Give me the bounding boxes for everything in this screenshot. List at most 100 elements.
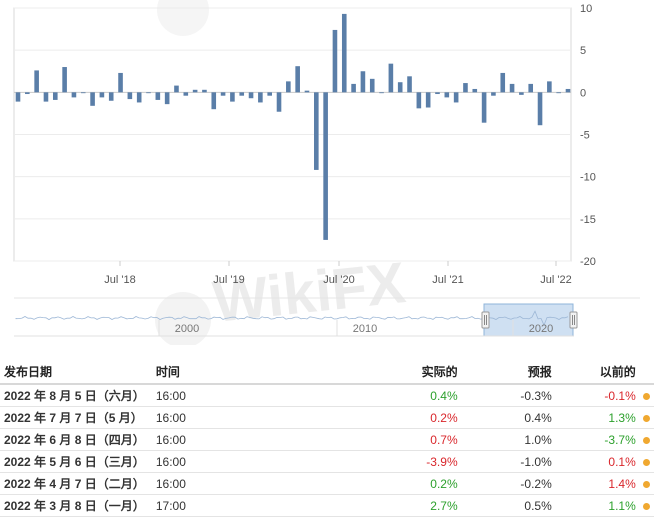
bar — [351, 83, 356, 93]
row-forecast: 0.4% — [461, 406, 556, 429]
row-importance — [639, 450, 654, 473]
bar — [407, 76, 412, 93]
table-row[interactable]: 2022 年 4 月 7 日（二月） 16:00 0.2% -0.2% 1.4% — [0, 472, 654, 495]
y-tick-label: 10 — [580, 3, 592, 15]
row-time: 16:00 — [151, 406, 282, 429]
importance-dot-icon — [643, 502, 651, 510]
navigator-handle-right[interactable] — [569, 311, 578, 329]
y-tick-label: -10 — [580, 172, 596, 184]
bar — [323, 92, 328, 240]
bar — [286, 81, 291, 93]
watermark-text: WikiFX — [210, 250, 409, 335]
navigator-label: 2020 — [529, 323, 553, 335]
header-actual: 实际的 — [281, 360, 462, 385]
watermark-logo-icon — [157, 0, 209, 36]
bar — [146, 92, 151, 94]
chart-area: WikiFX 10 5 0 -5 -10 -15 -20 Jul '18 Jul '19 Jul… — [13, 0, 640, 345]
bar — [230, 92, 235, 102]
table-row[interactable]: 2022 年 8 月 5 日（六月） 16:00 0.4% -0.3% -0.1% — [0, 384, 654, 407]
bar — [80, 92, 86, 94]
navigator[interactable]: 2000 2010 2020 — [14, 297, 640, 337]
table-header-row: 发布日期 时间 实际的 预报 以前的 — [0, 360, 654, 385]
bar — [453, 92, 459, 103]
row-date: 2022 年 5 月 6 日（三月） — [0, 450, 152, 473]
importance-dot-icon — [643, 414, 651, 422]
row-actual: 2.7% — [281, 494, 462, 517]
row-previous: 1.4% — [555, 472, 640, 495]
y-axis: 10 5 0 -5 -10 -15 -20 — [580, 3, 596, 268]
x-tick-label: Jul '18 — [104, 274, 135, 286]
navigator-series — [15, 310, 569, 327]
bar — [127, 92, 133, 100]
row-time: 16:00 — [151, 428, 282, 451]
row-date: 2022 年 4 月 7 日（二月） — [0, 472, 152, 495]
row-importance — [639, 494, 654, 517]
table-row[interactable]: 2022 年 6 月 8 日（四月） 16:00 0.7% 1.0% -3.7% — [0, 428, 654, 451]
row-date: 2022 年 3 月 8 日（一月） — [0, 494, 152, 517]
bar — [425, 92, 431, 108]
navigator-label: 2000 — [175, 323, 199, 335]
bar — [388, 63, 394, 93]
row-date: 2022 年 7 月 7 日（5 月） — [0, 406, 152, 429]
navigator-handle-left[interactable] — [481, 311, 490, 329]
bar — [99, 92, 105, 98]
row-importance — [639, 384, 654, 407]
row-previous: 0.1% — [555, 450, 640, 473]
navigator-selection — [483, 303, 574, 337]
row-date: 2022 年 8 月 5 日（六月） — [0, 384, 152, 407]
row-actual: 0.4% — [281, 384, 462, 407]
importance-dot-icon — [643, 480, 651, 488]
bar — [276, 92, 282, 112]
row-forecast: -1.0% — [461, 450, 556, 473]
bar — [509, 83, 515, 93]
bar — [295, 66, 300, 93]
y-tick-label: -20 — [580, 256, 596, 268]
bar — [519, 92, 524, 95]
importance-dot-icon — [643, 436, 651, 444]
bar — [71, 92, 77, 98]
x-axis: Jul '18 Jul '19 Jul '20 Jul '21 Jul '22 — [104, 261, 572, 286]
row-forecast: -0.2% — [461, 472, 556, 495]
row-time: 17:00 — [151, 494, 282, 517]
bar — [547, 81, 552, 93]
x-tick-label: Jul '21 — [432, 274, 463, 286]
row-time: 16:00 — [151, 384, 282, 407]
bar — [108, 92, 114, 101]
bar — [90, 92, 95, 106]
table-row[interactable]: 2022 年 7 月 7 日（5 月） 16:00 0.2% 0.4% 1.3% — [0, 406, 654, 429]
bar — [435, 92, 440, 95]
y-tick-label: -5 — [580, 130, 590, 142]
bar — [369, 78, 375, 93]
x-tick-label: Jul '22 — [540, 274, 571, 286]
bar — [416, 92, 422, 109]
bar — [192, 89, 198, 93]
header-importance — [639, 360, 654, 385]
row-forecast: 0.5% — [461, 494, 556, 517]
header-time: 时间 — [151, 360, 282, 385]
table-row[interactable]: 2022 年 3 月 8 日（一月） 17:00 2.7% 0.5% 1.1% — [0, 494, 654, 517]
importance-dot-icon — [643, 458, 651, 466]
bar — [136, 92, 142, 103]
bar — [537, 92, 543, 126]
bar — [258, 92, 263, 103]
bar — [202, 89, 207, 93]
bar — [463, 83, 468, 93]
bar — [556, 92, 561, 94]
bar — [211, 92, 217, 110]
table-row[interactable]: 2022 年 5 月 6 日（三月） 16:00 -3.9% -1.0% 0.1% — [0, 450, 654, 473]
bar — [379, 92, 384, 94]
watermark-logo-icon — [155, 292, 211, 345]
bar — [239, 92, 245, 96]
row-forecast: 1.0% — [461, 428, 556, 451]
bar — [528, 83, 534, 93]
row-actual: 0.2% — [281, 406, 462, 429]
bar — [164, 92, 170, 105]
x-tick-label: Jul '19 — [213, 274, 244, 286]
bar — [220, 92, 226, 96]
bar — [248, 92, 254, 99]
row-importance — [639, 406, 654, 429]
bar — [481, 92, 487, 123]
x-tick-label: Jul '20 — [323, 274, 354, 286]
bar — [500, 72, 506, 93]
